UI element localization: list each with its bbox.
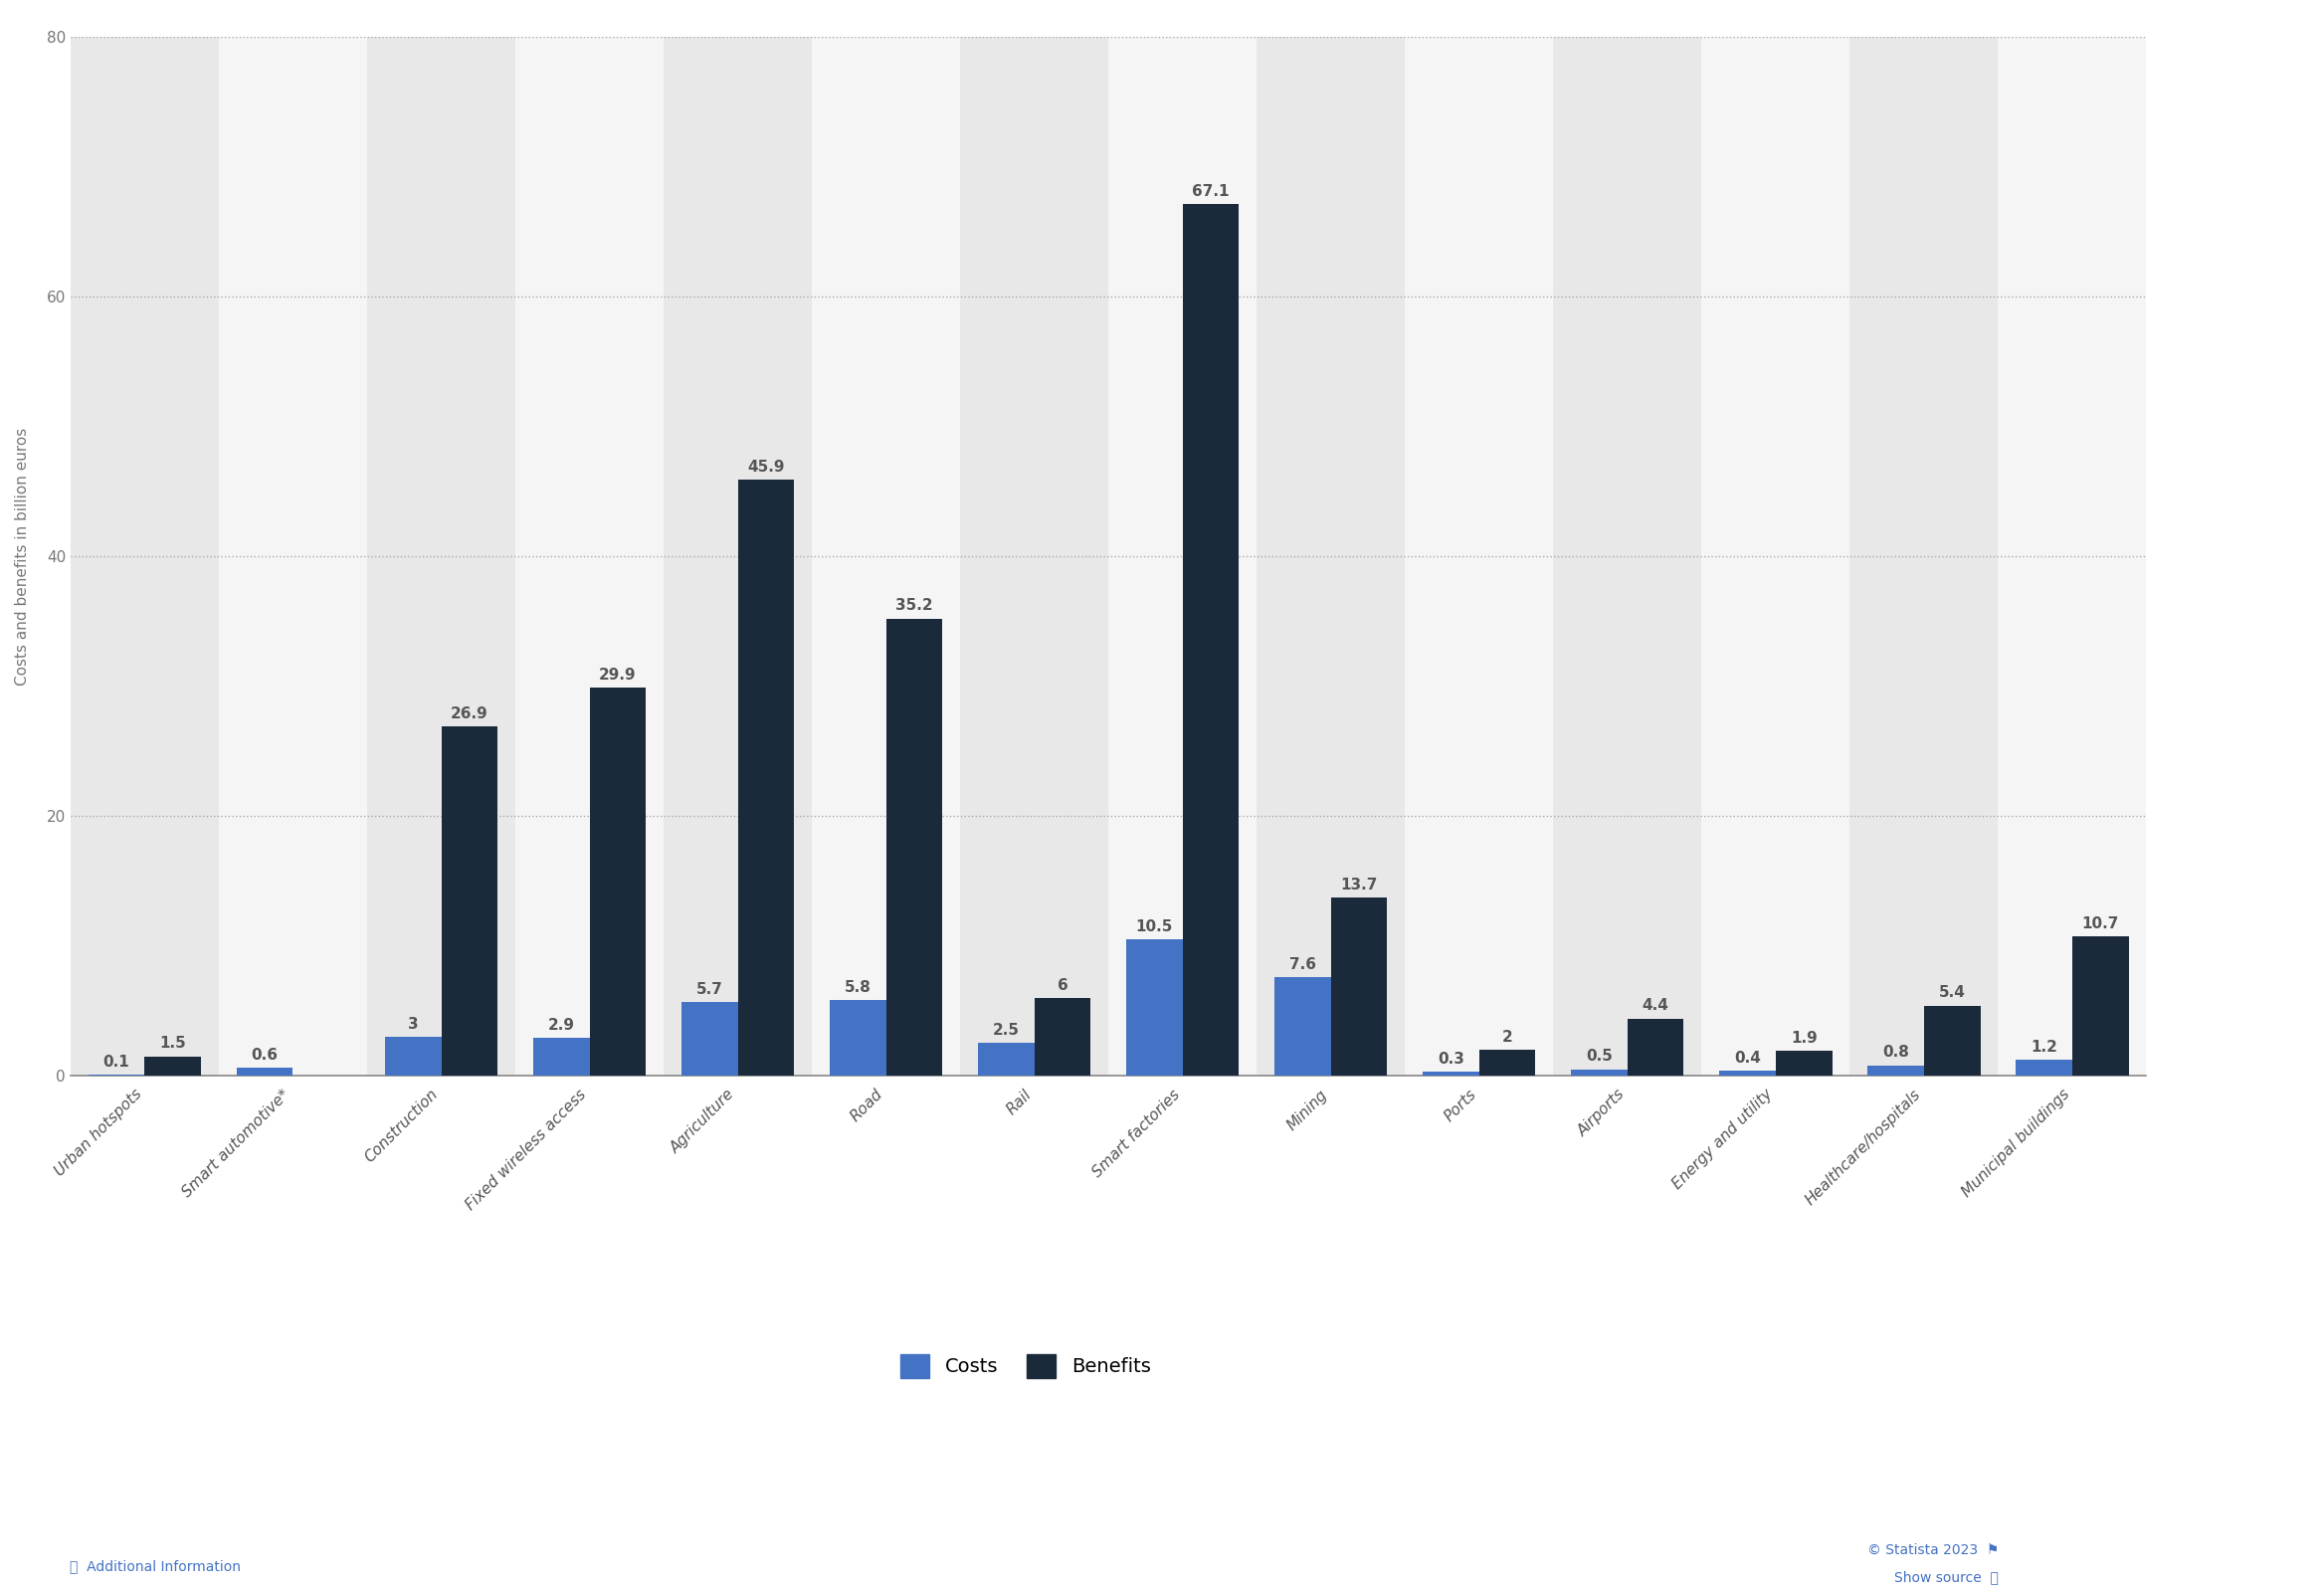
Bar: [665, 37, 811, 1076]
Text: 0.1: 0.1: [102, 1054, 130, 1070]
Bar: [2073, 936, 2129, 1076]
Legend: Costs, Benefits: Costs, Benefits: [899, 1355, 1150, 1377]
Bar: [737, 479, 795, 1076]
Text: 6: 6: [1057, 977, 1067, 992]
Text: 10.7: 10.7: [2082, 917, 2119, 931]
Bar: [1127, 939, 1183, 1076]
Text: 1.9: 1.9: [1789, 1032, 1817, 1046]
Bar: [367, 37, 516, 1076]
Bar: [1406, 37, 1552, 1076]
Text: 3: 3: [407, 1017, 418, 1032]
Bar: [1257, 37, 1406, 1076]
Bar: [830, 1000, 885, 1076]
Bar: [1109, 37, 1257, 1076]
Text: 10.5: 10.5: [1136, 919, 1174, 935]
Text: 1.5: 1.5: [160, 1036, 186, 1051]
Text: ⓘ  Additional Information: ⓘ Additional Information: [70, 1559, 242, 1573]
Bar: [1999, 37, 2147, 1076]
Text: 0.4: 0.4: [1734, 1051, 1762, 1065]
Bar: [1571, 1070, 1627, 1076]
Text: 7.6: 7.6: [1290, 957, 1315, 971]
Text: 0.3: 0.3: [1439, 1052, 1464, 1067]
Text: Show source  ⓘ: Show source ⓘ: [1894, 1570, 1999, 1584]
Text: 13.7: 13.7: [1341, 877, 1378, 893]
Bar: [1478, 1049, 1536, 1076]
Bar: [1552, 37, 1701, 1076]
Bar: [960, 37, 1109, 1076]
Bar: [386, 1036, 442, 1076]
Bar: [1924, 1006, 1980, 1076]
Text: 2.5: 2.5: [992, 1024, 1020, 1038]
Bar: [1627, 1019, 1685, 1076]
Text: 0.5: 0.5: [1585, 1049, 1613, 1063]
Text: 5.7: 5.7: [697, 982, 723, 997]
Text: 35.2: 35.2: [895, 599, 932, 613]
Bar: [978, 1043, 1034, 1076]
Text: 67.1: 67.1: [1192, 185, 1229, 199]
Bar: [590, 688, 646, 1076]
Bar: [1183, 204, 1239, 1076]
Bar: [144, 1055, 200, 1076]
Text: 0.6: 0.6: [251, 1048, 279, 1063]
Bar: [516, 37, 665, 1076]
Bar: [1701, 37, 1850, 1076]
Text: 1.2: 1.2: [2031, 1040, 2057, 1055]
Bar: [2015, 1060, 2073, 1076]
Bar: [1034, 998, 1090, 1076]
Bar: [1776, 1051, 1831, 1076]
Text: 4.4: 4.4: [1643, 998, 1669, 1014]
Bar: [218, 37, 367, 1076]
Text: 2.9: 2.9: [548, 1017, 574, 1033]
Text: 29.9: 29.9: [600, 667, 637, 683]
Text: 5.4: 5.4: [1938, 985, 1966, 1000]
Bar: [237, 1068, 293, 1076]
Bar: [1274, 977, 1332, 1076]
Bar: [1422, 1071, 1478, 1076]
Bar: [70, 37, 218, 1076]
Text: 26.9: 26.9: [451, 707, 488, 721]
Bar: [442, 726, 497, 1076]
Text: 0.8: 0.8: [1882, 1046, 1910, 1060]
Text: © Statista 2023  ⚑: © Statista 2023 ⚑: [1866, 1543, 1999, 1557]
Y-axis label: Costs and benefits in billion euros: Costs and benefits in billion euros: [14, 427, 30, 685]
Text: 2: 2: [1501, 1030, 1513, 1044]
Bar: [885, 619, 944, 1076]
Bar: [811, 37, 960, 1076]
Bar: [681, 1001, 737, 1076]
Bar: [1868, 1065, 1924, 1076]
Bar: [1850, 37, 1999, 1076]
Bar: [1720, 1070, 1776, 1076]
Text: 45.9: 45.9: [748, 460, 786, 474]
Bar: [532, 1038, 590, 1076]
Text: 5.8: 5.8: [844, 981, 872, 995]
Bar: [1332, 898, 1387, 1076]
